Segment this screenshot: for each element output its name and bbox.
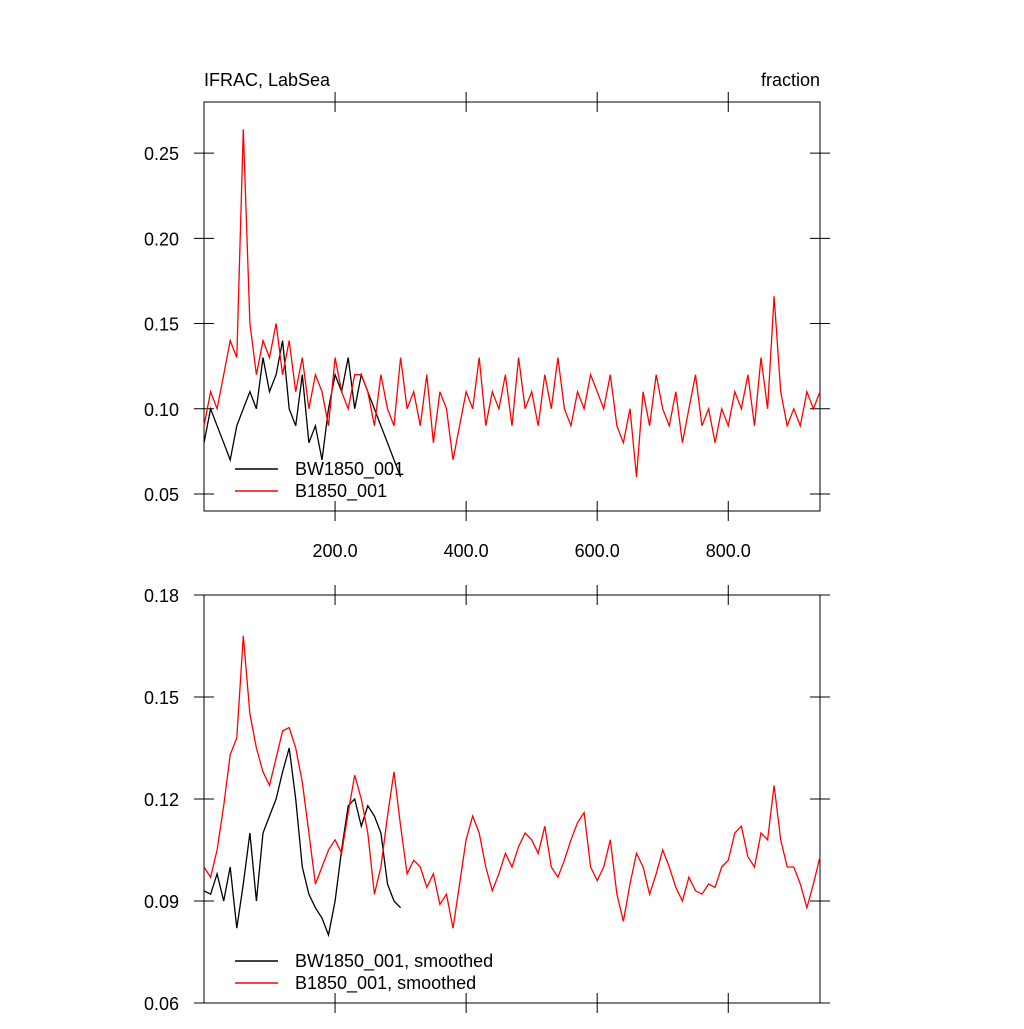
legend-label: BW1850_001 (295, 459, 404, 480)
legend-label: BW1850_001, smoothed (295, 951, 493, 972)
x-tick-label: 200.0 (313, 541, 358, 561)
y-tick-label: 0.10 (144, 400, 179, 420)
plot-frame (203, 101, 821, 512)
y-tick-label: 0.06 (144, 994, 179, 1014)
data-line (203, 747, 402, 938)
x-tick-label: 400.0 (444, 541, 489, 561)
x-tick-label: 600.0 (575, 541, 620, 561)
y-tick-label: 0.18 (144, 586, 179, 606)
legend-label: B1850_001, smoothed (295, 973, 476, 994)
y-tick-label: 0.09 (144, 892, 179, 912)
x-tick-label: 800.0 (706, 541, 751, 561)
y-tick-label: 0.25 (144, 144, 179, 164)
plot-frame (203, 594, 821, 1004)
y-tick-label: 0.15 (144, 315, 179, 335)
y-tick-label: 0.15 (144, 688, 179, 708)
legend-label: B1850_001 (295, 481, 387, 502)
data-line (203, 635, 821, 929)
y-tick-label: 0.20 (144, 229, 179, 249)
units-label: fraction (761, 70, 820, 90)
chart-title: IFRAC, LabSea (204, 70, 331, 90)
y-tick-label: 0.12 (144, 790, 179, 810)
y-tick-label: 0.05 (144, 485, 179, 505)
data-line (203, 129, 821, 477)
